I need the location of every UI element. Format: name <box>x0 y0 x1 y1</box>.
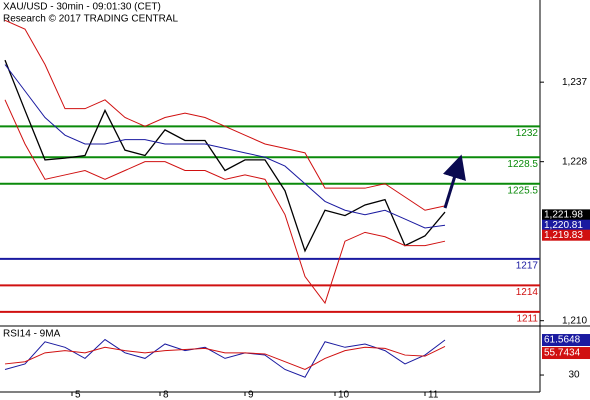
last-value-box <box>542 229 590 241</box>
level-label: 1232 <box>516 128 539 139</box>
last-value-label: 1,219.83 <box>544 230 583 241</box>
y-tick-label: 1,228 <box>562 156 587 167</box>
series-line <box>4 19 446 211</box>
x-tick-label: 9 <box>248 390 254 400</box>
x-tick-label: 11 <box>428 390 439 400</box>
rsi-value-label: 61.5648 <box>544 335 581 346</box>
series-line <box>4 346 446 371</box>
chart-title: XAU/USD - 30min - 09:01:30 (CET) <box>3 2 161 13</box>
y-tick-label: 1,210 <box>562 315 587 326</box>
rsi-value-label: 55.7434 <box>544 348 581 359</box>
level-label: 1217 <box>516 260 539 271</box>
series-line <box>4 64 446 229</box>
level-label: 1228.5 <box>507 159 538 170</box>
rsi-value-box <box>542 347 590 360</box>
rsi-value-box <box>542 334 590 347</box>
level-label: 1214 <box>516 287 539 298</box>
rsi-title: RSI14 - 9MA <box>3 329 61 340</box>
series-line <box>4 59 446 253</box>
last-value-box <box>542 209 590 221</box>
last-value-box <box>542 219 590 231</box>
forecast-arrow <box>442 154 466 209</box>
series-line <box>4 99 446 305</box>
rsi-tick-label: 30 <box>568 370 580 381</box>
last-value-label: 1,220.81 <box>544 220 583 231</box>
level-label: 1211 <box>516 314 538 325</box>
series-line <box>4 338 446 378</box>
chart-subtitle: Research © 2017 TRADING CENTRAL <box>3 14 178 25</box>
level-label: 1225.5 <box>507 185 538 196</box>
x-tick-label: 5 <box>75 390 81 400</box>
x-tick-label: 10 <box>338 390 350 400</box>
last-value-label: 1,221.98 <box>544 210 583 221</box>
y-tick-label: 1,237 <box>562 77 587 88</box>
x-tick-label: 8 <box>163 390 169 400</box>
